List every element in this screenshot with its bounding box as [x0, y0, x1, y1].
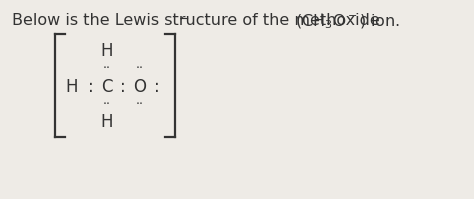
Text: H: H [66, 78, 78, 96]
Text: ⋅⋅: ⋅⋅ [136, 62, 144, 75]
Text: Below is the Lewis structure of the methoxide: Below is the Lewis structure of the meth… [12, 13, 385, 28]
Text: :: : [88, 78, 94, 96]
Text: H: H [101, 42, 113, 60]
Text: H: H [101, 113, 113, 131]
Text: C: C [101, 78, 113, 96]
Text: ⋅⋅: ⋅⋅ [103, 62, 111, 75]
Text: O: O [134, 78, 146, 96]
Text: −: − [179, 13, 190, 26]
Text: ⋅⋅: ⋅⋅ [103, 98, 111, 110]
Text: :: : [154, 78, 160, 96]
Text: ⋅⋅: ⋅⋅ [136, 98, 144, 110]
Text: :: : [120, 78, 126, 96]
Text: $\left(\mathrm{CH_3O^-}\right)$ ion.: $\left(\mathrm{CH_3O^-}\right)$ ion. [295, 13, 400, 31]
